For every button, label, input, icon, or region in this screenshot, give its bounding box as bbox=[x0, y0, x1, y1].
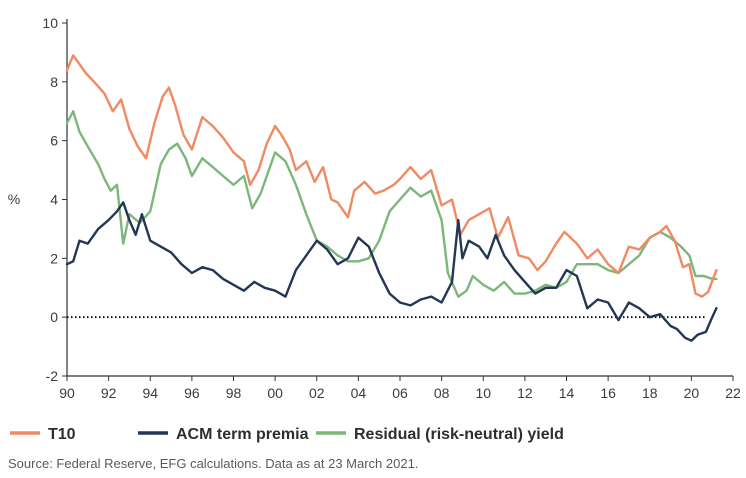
x-tick-label: 90 bbox=[59, 385, 75, 401]
y-tick-label: 8 bbox=[50, 74, 58, 90]
legend-label: T10 bbox=[48, 426, 76, 443]
x-tick-label: 10 bbox=[475, 385, 491, 401]
x-tick-label: 14 bbox=[559, 385, 575, 401]
x-tick-label: 92 bbox=[101, 385, 117, 401]
y-tick-label: 0 bbox=[50, 309, 58, 325]
legend-label: Residual (risk-neutral) yield bbox=[354, 426, 564, 443]
y-tick-label: -2 bbox=[46, 368, 59, 384]
series-line-t10 bbox=[65, 54, 718, 298]
legend-label: ACM term premia bbox=[176, 426, 309, 443]
chart-series bbox=[65, 54, 718, 342]
x-tick-label: 16 bbox=[600, 385, 616, 401]
x-tick-label: 94 bbox=[142, 385, 158, 401]
x-tick-label: 04 bbox=[351, 385, 367, 401]
y-tick-label: 10 bbox=[42, 15, 58, 31]
x-tick-label: 20 bbox=[684, 385, 700, 401]
x-tick-label: 02 bbox=[309, 385, 325, 401]
x-tick-label: 18 bbox=[642, 385, 658, 401]
series-line-acm-term-premia bbox=[65, 201, 718, 342]
chart-legend: T10 ACM term premia Residual (risk-neutral… bbox=[10, 426, 564, 443]
x-tick-label: 00 bbox=[267, 385, 283, 401]
x-tick-label: 96 bbox=[184, 385, 200, 401]
x-tick-label: 98 bbox=[226, 385, 242, 401]
y-tick-label: 2 bbox=[50, 250, 58, 266]
x-tick-label: 06 bbox=[392, 385, 408, 401]
series-line-residual-risk-neutral-yield bbox=[65, 110, 718, 298]
x-tick-label: 08 bbox=[434, 385, 450, 401]
x-tick-label: 12 bbox=[517, 385, 533, 401]
y-tick-label: 4 bbox=[50, 192, 58, 208]
x-tick-label: 22 bbox=[725, 385, 741, 401]
source-note: Source: Federal Reserve, EFG calculation… bbox=[8, 456, 419, 471]
y-tick-label: 6 bbox=[50, 133, 58, 149]
y-axis-label: % bbox=[8, 191, 20, 207]
